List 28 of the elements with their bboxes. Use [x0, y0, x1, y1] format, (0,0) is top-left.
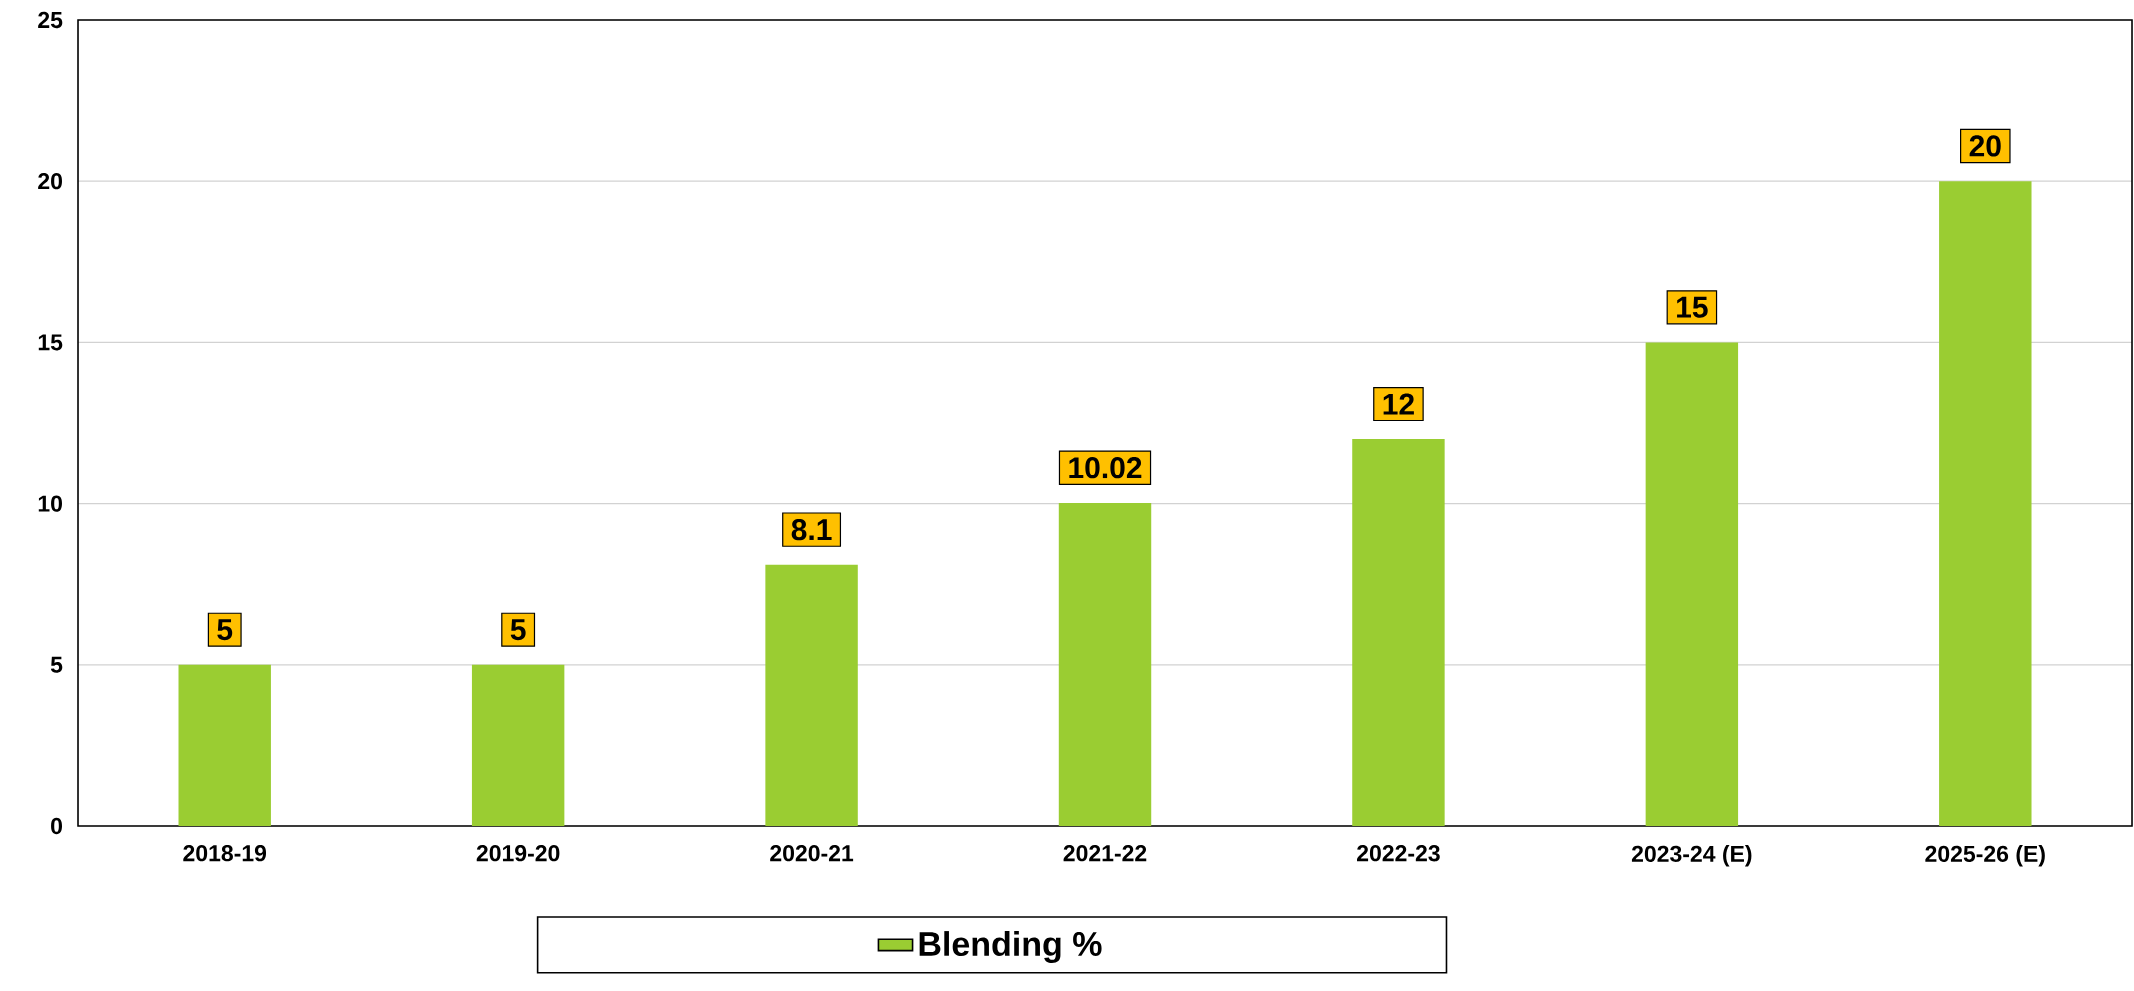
x-tick-label: 2020-21: [770, 845, 854, 862]
x-tick-label: 2022-23: [1357, 845, 1440, 862]
data-label: 20: [1969, 135, 2001, 157]
y-tick-label: 10: [38, 495, 62, 512]
data-label: 15: [1677, 296, 1708, 318]
bar: [178, 664, 271, 826]
bar: [1352, 439, 1445, 826]
x-tick-label: 2019-20: [476, 845, 560, 862]
data-label: 10.02: [1069, 457, 1142, 479]
data-label: 8.1: [791, 519, 832, 541]
y-tick-label: 15: [38, 334, 63, 351]
data-label: 5: [510, 619, 526, 641]
legend-label: Blending %: [919, 931, 1102, 963]
y-tick-label: 25: [38, 11, 63, 29]
bar: [1939, 181, 2032, 826]
bar: [1058, 502, 1152, 826]
data-label: 12: [1383, 393, 1414, 415]
x-tick-label: 2023-24 (E): [1631, 845, 1752, 867]
x-tick-label: 2021-22: [1063, 845, 1147, 862]
bar: [765, 564, 858, 826]
bar: [1645, 342, 1739, 826]
y-tick-label: 20: [38, 173, 62, 190]
y-tick-label: 0: [51, 817, 62, 835]
x-tick-label: 2025-26 (E): [1925, 845, 2045, 867]
bar: [471, 664, 565, 826]
y-tick-label: 5: [50, 656, 63, 673]
data-label: 5: [217, 619, 233, 641]
x-tick-label: 2018-19: [183, 845, 267, 862]
